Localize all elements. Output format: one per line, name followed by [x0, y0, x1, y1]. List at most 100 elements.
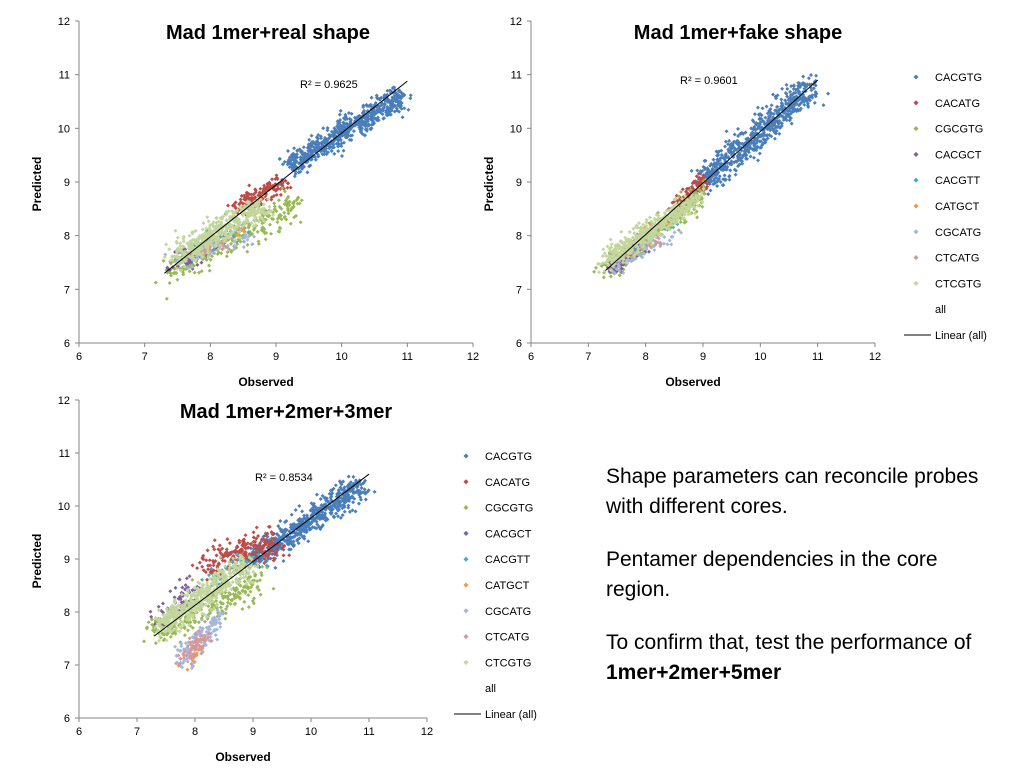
data-point: [777, 131, 782, 136]
data-point: [195, 566, 200, 571]
chart-title: Mad 1mer+real shape: [166, 22, 370, 44]
data-point: [275, 220, 280, 225]
data-point: [276, 198, 281, 203]
data-point: [322, 152, 327, 157]
data-point: [672, 230, 677, 235]
data-point: [408, 93, 413, 98]
legend-marker: [913, 255, 919, 261]
data-point: [207, 263, 211, 268]
data-point: [218, 605, 223, 610]
data-point: [261, 202, 266, 207]
data-point: [187, 269, 192, 274]
data-point: [197, 560, 202, 565]
data-point: [346, 503, 351, 508]
y-tick-label: 7: [64, 284, 70, 296]
legend-entry: CACGTG: [935, 72, 982, 84]
data-point: [812, 100, 817, 105]
data-point: [736, 126, 740, 131]
data-point: [299, 198, 304, 203]
y-tick-label: 6: [64, 338, 70, 350]
data-point: [708, 188, 713, 193]
data-point: [226, 203, 230, 208]
y-tick-label: 11: [511, 70, 522, 82]
data-point: [278, 192, 283, 197]
data-point: [772, 136, 777, 141]
data-point: [286, 181, 291, 186]
data-point: [201, 221, 206, 226]
data-point: [608, 237, 613, 242]
data-point: [715, 184, 720, 188]
data-point: [187, 233, 192, 238]
data-point: [192, 270, 197, 275]
legend-marker: [913, 177, 919, 183]
data-point: [167, 247, 172, 252]
data-point: [601, 275, 606, 280]
data-point: [245, 249, 250, 254]
data-point: [669, 242, 674, 247]
data-point: [341, 148, 346, 153]
data-point: [282, 210, 287, 215]
data-point: [273, 565, 278, 570]
data-point: [268, 222, 272, 227]
legend-entry: CTCATG: [935, 253, 979, 265]
data-point: [351, 500, 356, 505]
x-axis-label: Observed: [665, 375, 720, 389]
data-point: [400, 115, 405, 120]
legend-marker: [913, 126, 919, 132]
data-point: [801, 74, 806, 79]
y-tick-label: 7: [64, 660, 70, 672]
data-point: [361, 105, 366, 109]
data-point: [195, 262, 200, 267]
data-point: [627, 230, 632, 234]
y-axis-label: Predicted: [30, 534, 44, 589]
data-point: [723, 144, 727, 149]
data-point: [286, 211, 291, 216]
data-point: [321, 126, 326, 131]
data-point: [277, 157, 282, 161]
data-point: [274, 173, 279, 178]
data-point: [349, 111, 354, 116]
y-tick-label: 12: [510, 16, 522, 28]
data-point: [652, 248, 657, 253]
data-point: [289, 512, 294, 517]
data-point: [748, 154, 753, 159]
data-point: [241, 245, 246, 250]
data-point: [757, 151, 762, 156]
data-point: [309, 133, 314, 138]
data-point: [168, 589, 173, 594]
data-point: [760, 106, 765, 111]
x-tick-label: 8: [643, 351, 649, 363]
data-point: [168, 634, 173, 639]
data-point: [199, 260, 204, 265]
data-point: [325, 128, 330, 133]
data-point: [305, 170, 310, 175]
legend-marker: [913, 74, 919, 80]
data-point: [336, 149, 341, 154]
data-point: [601, 247, 606, 252]
data-point: [288, 221, 293, 226]
x-tick-label: 7: [585, 351, 591, 363]
y-tick-label: 8: [516, 231, 522, 243]
data-point: [153, 280, 158, 285]
data-point: [722, 173, 727, 178]
data-point: [756, 158, 760, 163]
legend-marker: [913, 100, 919, 106]
y-tick-label: 9: [516, 177, 522, 189]
data-point: [318, 497, 323, 501]
data-point: [173, 585, 178, 590]
x-tick-label: 11: [812, 351, 823, 363]
data-point: [251, 530, 256, 535]
data-point: [392, 85, 397, 90]
data-point: [297, 504, 302, 508]
data-point: [246, 605, 251, 610]
data-point: [647, 249, 651, 254]
data-point: [325, 126, 330, 130]
x-tick-label: 12: [869, 351, 881, 363]
series-ctcgtg: [596, 187, 706, 275]
data-point: [784, 82, 789, 87]
data-point: [338, 108, 343, 113]
x-tick-label: 6: [76, 726, 82, 738]
data-point: [173, 644, 178, 649]
x-axis-label: Observed: [215, 750, 270, 764]
